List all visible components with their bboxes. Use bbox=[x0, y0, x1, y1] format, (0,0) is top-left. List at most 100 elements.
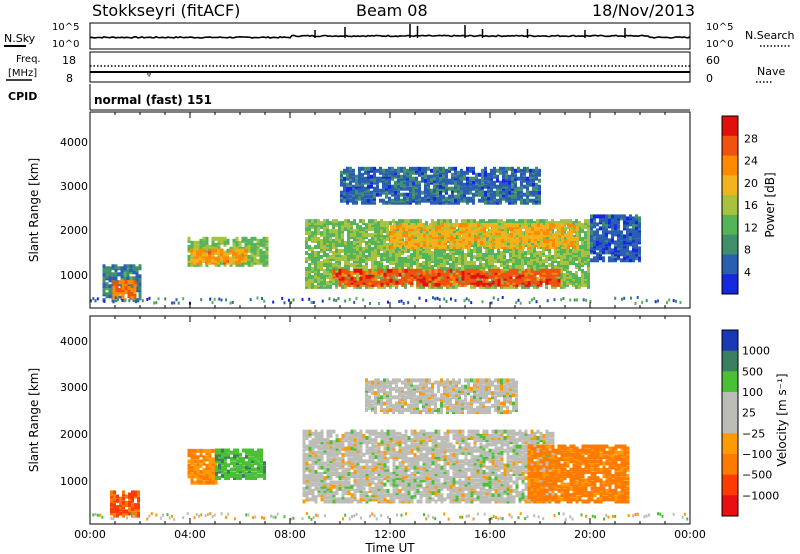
heatmap-cell bbox=[250, 262, 254, 267]
heatmap-cell bbox=[124, 286, 128, 290]
heatmap-cell bbox=[589, 300, 592, 303]
heatmap-cell bbox=[116, 498, 119, 503]
heatmap-cell bbox=[590, 214, 593, 219]
heatmap-cell bbox=[383, 265, 386, 269]
heatmap-cell bbox=[126, 264, 130, 269]
heatmap-cell bbox=[527, 274, 531, 279]
heatmap-cell bbox=[434, 282, 438, 287]
heatmap-cell bbox=[584, 257, 587, 261]
heatmap-cell bbox=[387, 300, 389, 304]
heatmap-cell bbox=[190, 258, 193, 263]
heatmap-cell bbox=[455, 219, 458, 224]
heatmap-cell bbox=[326, 219, 329, 224]
heatmap-cell bbox=[602, 222, 605, 227]
heatmap-cell bbox=[338, 280, 342, 285]
heatmap-cell bbox=[480, 223, 483, 228]
heatmap-cell bbox=[584, 219, 587, 224]
heatmap-cell bbox=[376, 184, 379, 189]
heatmap-cell bbox=[506, 249, 509, 253]
heatmap-cell bbox=[553, 298, 556, 302]
heatmap-cell bbox=[128, 511, 131, 516]
power-ytick-2000: 2000 bbox=[60, 224, 88, 237]
heatmap-cell bbox=[335, 263, 338, 267]
heatmap-cell bbox=[470, 261, 473, 265]
heatmap-cell bbox=[534, 227, 537, 232]
heatmap-cell bbox=[308, 219, 311, 224]
heatmap-cell bbox=[470, 268, 474, 273]
heatmap-cell bbox=[323, 231, 326, 236]
heatmap-cell bbox=[472, 166, 475, 171]
heatmap-cell bbox=[531, 245, 534, 249]
heatmap-cell bbox=[138, 274, 142, 279]
heatmap-cell bbox=[478, 172, 481, 177]
heatmap-cell bbox=[125, 511, 128, 516]
heatmap-cell bbox=[114, 272, 118, 277]
heatmap-cell bbox=[341, 255, 344, 259]
heatmap-cell bbox=[344, 259, 347, 263]
heatmap-cell bbox=[356, 268, 360, 273]
heatmap-cell bbox=[422, 270, 426, 275]
heatmap-cell bbox=[193, 260, 196, 265]
heatmap-cell bbox=[413, 219, 416, 224]
heatmap-cell bbox=[111, 272, 115, 277]
heatmap-cell bbox=[421, 176, 424, 181]
heatmap-cell bbox=[431, 282, 435, 287]
heatmap-cell bbox=[119, 496, 122, 501]
heatmap-cell bbox=[317, 237, 320, 241]
heatmap-cell bbox=[454, 170, 457, 175]
heatmap-cell bbox=[542, 263, 545, 267]
heatmap-cell bbox=[365, 233, 368, 238]
heatmap-cell bbox=[576, 241, 579, 245]
heatmap-cell bbox=[223, 258, 226, 263]
heatmap-cell bbox=[521, 219, 524, 224]
heatmap-cell bbox=[567, 239, 570, 243]
heatmap-cell bbox=[546, 245, 549, 249]
heatmap-cell bbox=[494, 278, 498, 283]
heatmap-cell bbox=[596, 252, 599, 257]
heatmap-cell bbox=[382, 168, 385, 173]
heatmap-cell bbox=[512, 284, 515, 289]
heatmap-cell bbox=[329, 284, 332, 289]
heatmap-cell bbox=[542, 259, 545, 263]
heatmap-cell bbox=[451, 180, 454, 185]
heatmap-cell bbox=[305, 282, 308, 287]
heatmap-cell bbox=[340, 170, 343, 175]
heatmap-cell bbox=[401, 245, 404, 249]
heatmap-cell bbox=[379, 192, 382, 197]
heatmap-cell bbox=[632, 244, 635, 249]
heatmap-cell bbox=[326, 271, 329, 275]
heatmap-cell bbox=[390, 225, 393, 230]
heatmap-cell bbox=[305, 219, 308, 224]
heatmap-cell bbox=[445, 178, 448, 183]
heatmap-cell bbox=[404, 278, 408, 283]
heatmap-cell bbox=[629, 250, 632, 255]
heatmap-cell bbox=[102, 278, 106, 283]
heatmap-cell bbox=[483, 237, 486, 241]
heatmap-cell bbox=[420, 243, 423, 247]
heatmap-cell bbox=[373, 192, 376, 197]
heatmap-cell bbox=[452, 276, 456, 281]
heatmap-cell bbox=[602, 214, 605, 219]
heatmap-cell bbox=[376, 176, 379, 181]
heatmap-cell bbox=[527, 261, 530, 265]
heatmap-cell bbox=[564, 243, 567, 247]
heatmap-cell bbox=[599, 214, 602, 219]
heatmap-cell bbox=[635, 238, 638, 243]
heatmap-cell bbox=[476, 268, 480, 273]
heatmap-cell bbox=[110, 490, 113, 495]
heatmap-cell bbox=[119, 503, 122, 508]
heatmap-cell bbox=[614, 246, 617, 251]
heatmap-cell bbox=[424, 194, 427, 199]
heatmap-cell bbox=[668, 298, 671, 302]
heatmap-cell bbox=[401, 219, 404, 224]
heatmap-cell bbox=[608, 238, 611, 243]
heatmap-cell bbox=[374, 227, 377, 232]
heatmap-cell bbox=[506, 265, 509, 269]
heatmap-cell bbox=[558, 223, 561, 228]
heatmap-cell bbox=[465, 241, 468, 245]
heatmap-cell bbox=[502, 166, 505, 171]
heatmap-cell bbox=[502, 174, 505, 179]
heatmap-cell bbox=[514, 168, 517, 173]
heatmap-cell bbox=[563, 273, 566, 277]
heatmap-cell bbox=[537, 223, 540, 228]
